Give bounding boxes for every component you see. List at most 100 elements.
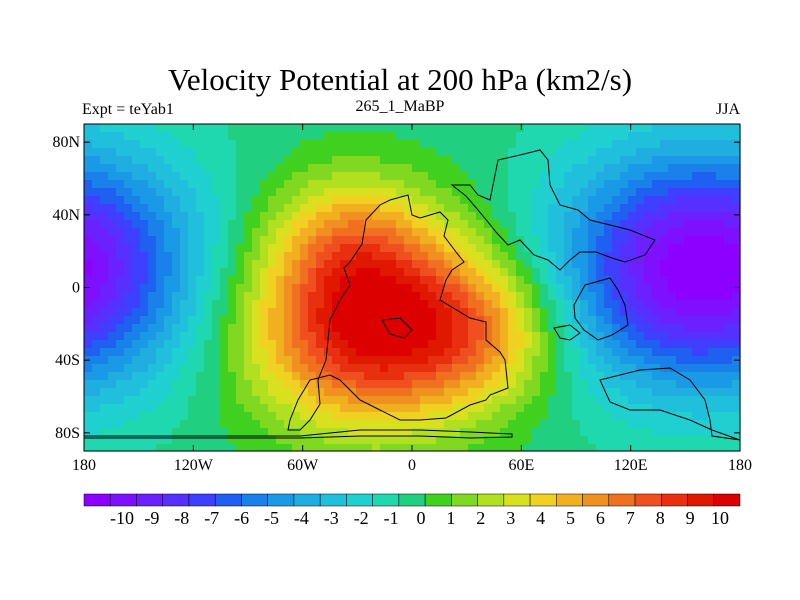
field-cell [716, 388, 725, 397]
field-cell [332, 308, 341, 317]
field-cell [156, 140, 165, 149]
field-cell [348, 196, 357, 205]
field-cell [556, 220, 565, 229]
field-cell [244, 212, 253, 221]
field-cell [148, 252, 157, 261]
field-cell [636, 412, 645, 421]
field-cell [340, 220, 349, 229]
field-cell [108, 236, 117, 245]
field-cell [324, 412, 333, 421]
field-cell [548, 196, 557, 205]
field-cell [412, 404, 421, 413]
field-cell [372, 388, 381, 397]
field-cell [452, 316, 461, 325]
field-cell [108, 332, 117, 341]
field-cell [380, 340, 389, 349]
field-cell [100, 284, 109, 293]
field-cell [548, 380, 557, 389]
field-cell [732, 316, 741, 325]
field-cell [436, 396, 445, 405]
field-cell [476, 276, 485, 285]
field-cell [244, 332, 253, 341]
field-cell [364, 412, 373, 421]
field-cell [604, 180, 613, 189]
colorbar-label: -6 [234, 508, 249, 528]
field-cell [524, 180, 533, 189]
field-cell [324, 316, 333, 325]
field-cell [420, 300, 429, 309]
field-cell [308, 428, 317, 437]
field-cell [708, 212, 717, 221]
field-cell [132, 180, 141, 189]
field-cell [516, 420, 525, 429]
field-cell [156, 220, 165, 229]
field-cell [316, 380, 325, 389]
field-cell [372, 284, 381, 293]
field-cell [268, 412, 277, 421]
field-cell [452, 292, 461, 301]
field-cell [268, 300, 277, 309]
field-cell [628, 292, 637, 301]
field-cell [692, 372, 701, 381]
field-cell [468, 444, 477, 452]
field-cell [180, 332, 189, 341]
field-cell [708, 284, 717, 293]
field-cell [412, 236, 421, 245]
field-cell [316, 388, 325, 397]
field-cell [180, 372, 189, 381]
field-cell [140, 396, 149, 405]
colorbar-label: -4 [294, 508, 309, 528]
field-cell [284, 444, 293, 452]
field-cell [180, 148, 189, 157]
field-cell [468, 284, 477, 293]
field-cell [428, 420, 437, 429]
field-cell [100, 332, 109, 341]
field-cell [628, 260, 637, 269]
field-cell [572, 300, 581, 309]
field-cell [700, 164, 709, 173]
field-cell [716, 284, 725, 293]
field-cell [116, 268, 125, 277]
field-cell [300, 436, 309, 445]
field-cell [116, 284, 125, 293]
field-cell [276, 412, 285, 421]
field-cell [524, 188, 533, 197]
colorbar-swatch [136, 493, 163, 507]
field-cell [580, 444, 589, 452]
field-cell [92, 404, 101, 413]
field-cell [452, 164, 461, 173]
field-cell [532, 212, 541, 221]
field-cell [316, 308, 325, 317]
field-cell [508, 284, 517, 293]
field-cell [468, 204, 477, 213]
field-cell [452, 268, 461, 277]
field-cell [356, 388, 365, 397]
field-cell [396, 132, 405, 141]
field-cell [284, 332, 293, 341]
field-cell [388, 356, 397, 365]
field-cell [716, 412, 725, 421]
field-cell [156, 340, 165, 349]
field-cell [420, 148, 429, 157]
field-cell [676, 188, 685, 197]
field-cell [684, 428, 693, 437]
field-cell [660, 292, 669, 301]
field-cell [148, 340, 157, 349]
field-cell [484, 188, 493, 197]
field-cell [212, 380, 221, 389]
field-cell [724, 340, 733, 349]
field-cell [372, 268, 381, 277]
field-cell [116, 356, 125, 365]
field-cell [276, 260, 285, 269]
field-cell [276, 372, 285, 381]
field-cell [268, 132, 277, 141]
field-cell [92, 276, 101, 285]
field-cell [492, 212, 501, 221]
field-cell [412, 172, 421, 181]
field-cell [396, 196, 405, 205]
field-cell [412, 252, 421, 261]
field-cell [540, 196, 549, 205]
field-cell [148, 228, 157, 237]
field-cell [716, 244, 725, 253]
field-cell [260, 156, 269, 165]
